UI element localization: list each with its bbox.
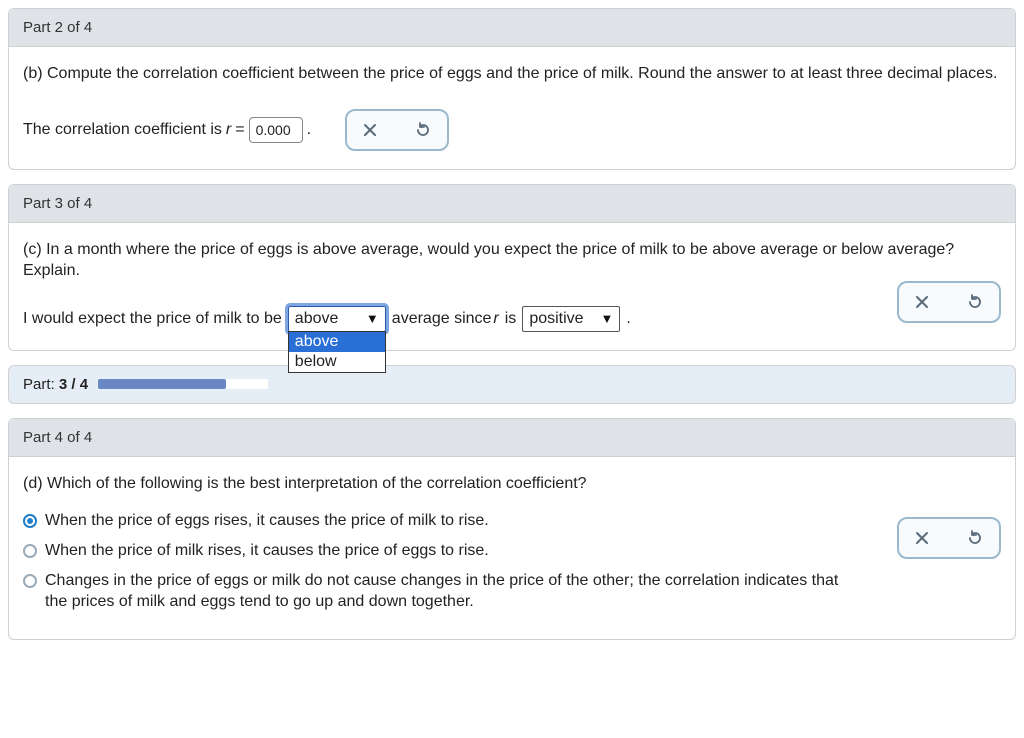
- part-2-body: (b) Compute the correlation coefficient …: [9, 47, 1015, 169]
- coefficient-input[interactable]: [249, 117, 303, 143]
- variable-r: r: [226, 121, 231, 139]
- option-below[interactable]: below: [289, 352, 385, 372]
- select-1-wrap: above ▼ above below: [288, 306, 386, 332]
- part-4-body: (d) Which of the following is the best i…: [9, 457, 1015, 639]
- equals-sign: =: [235, 121, 244, 139]
- part-2: Part 2 of 4 (b) Compute the correlation …: [8, 8, 1016, 170]
- progress-track: [98, 379, 268, 389]
- radio-row-2: Changes in the price of eggs or milk do …: [23, 570, 843, 613]
- part-3-toolbox: [897, 281, 1001, 323]
- reset-icon: [967, 530, 983, 546]
- period: .: [307, 121, 311, 139]
- radio-row-0: When the price of eggs rises, it causes …: [23, 510, 843, 532]
- part-3-question: (c) In a month where the price of eggs i…: [23, 239, 1001, 282]
- option-above[interactable]: above: [289, 332, 385, 352]
- chevron-down-icon: ▼: [366, 311, 379, 326]
- reset-button[interactable]: [965, 528, 985, 548]
- radio-option-1[interactable]: [23, 544, 37, 558]
- part-3-mid1: average since: [392, 310, 492, 328]
- radio-option-2[interactable]: [23, 574, 37, 588]
- part-3-mid2: is: [505, 310, 517, 328]
- x-icon: [363, 123, 377, 137]
- part-2-toolbox: [345, 109, 449, 151]
- clear-button[interactable]: [913, 529, 931, 547]
- reset-icon: [967, 294, 983, 310]
- part-4: Part 4 of 4 (d) Which of the following i…: [8, 418, 1016, 640]
- chevron-down-icon: ▼: [600, 311, 613, 326]
- x-icon: [915, 531, 929, 545]
- part-4-toolbox: [897, 517, 1001, 559]
- clear-button[interactable]: [913, 293, 931, 311]
- part-3-answer-row: I would expect the price of milk to be a…: [23, 306, 1001, 332]
- select-2-value: positive: [529, 310, 583, 328]
- progress-fill: [98, 379, 226, 389]
- clear-button[interactable]: [361, 121, 379, 139]
- progress-prefix: Part:: [23, 376, 59, 393]
- reset-button[interactable]: [965, 292, 985, 312]
- variable-r-2: r: [493, 310, 498, 328]
- select-above-below[interactable]: above ▼: [288, 306, 386, 332]
- reset-button[interactable]: [413, 120, 433, 140]
- radio-option-0[interactable]: [23, 514, 37, 528]
- part-3-header: Part 3 of 4: [9, 185, 1015, 223]
- select-sign[interactable]: positive ▼: [522, 306, 620, 332]
- part-4-header: Part 4 of 4: [9, 419, 1015, 457]
- part-4-question: (d) Which of the following is the best i…: [23, 473, 1001, 495]
- progress-label: Part: 3 / 4: [23, 376, 88, 393]
- part-3: Part 3 of 4 (c) In a month where the pri…: [8, 184, 1016, 351]
- radio-label-0: When the price of eggs rises, it causes …: [45, 510, 489, 532]
- period: .: [626, 310, 630, 328]
- part-2-prefix: The correlation coefficient is: [23, 121, 222, 139]
- radio-row-1: When the price of milk rises, it causes …: [23, 540, 843, 562]
- radio-label-2: Changes in the price of eggs or milk do …: [45, 570, 843, 613]
- radio-label-1: When the price of milk rises, it causes …: [45, 540, 489, 562]
- select-1-value: above: [295, 310, 339, 328]
- part-2-question: (b) Compute the correlation coefficient …: [23, 63, 1001, 85]
- part-3-body: (c) In a month where the price of eggs i…: [9, 223, 1015, 350]
- reset-icon: [415, 122, 431, 138]
- select-1-dropdown: above below: [288, 331, 386, 373]
- progress-value: 3 / 4: [59, 376, 88, 393]
- part-2-answer-row: The correlation coefficient is r = .: [23, 109, 1001, 151]
- x-icon: [915, 295, 929, 309]
- part-2-header: Part 2 of 4: [9, 9, 1015, 47]
- part-3-prefix: I would expect the price of milk to be: [23, 310, 282, 328]
- progress-row: Part: 3 / 4: [8, 365, 1016, 404]
